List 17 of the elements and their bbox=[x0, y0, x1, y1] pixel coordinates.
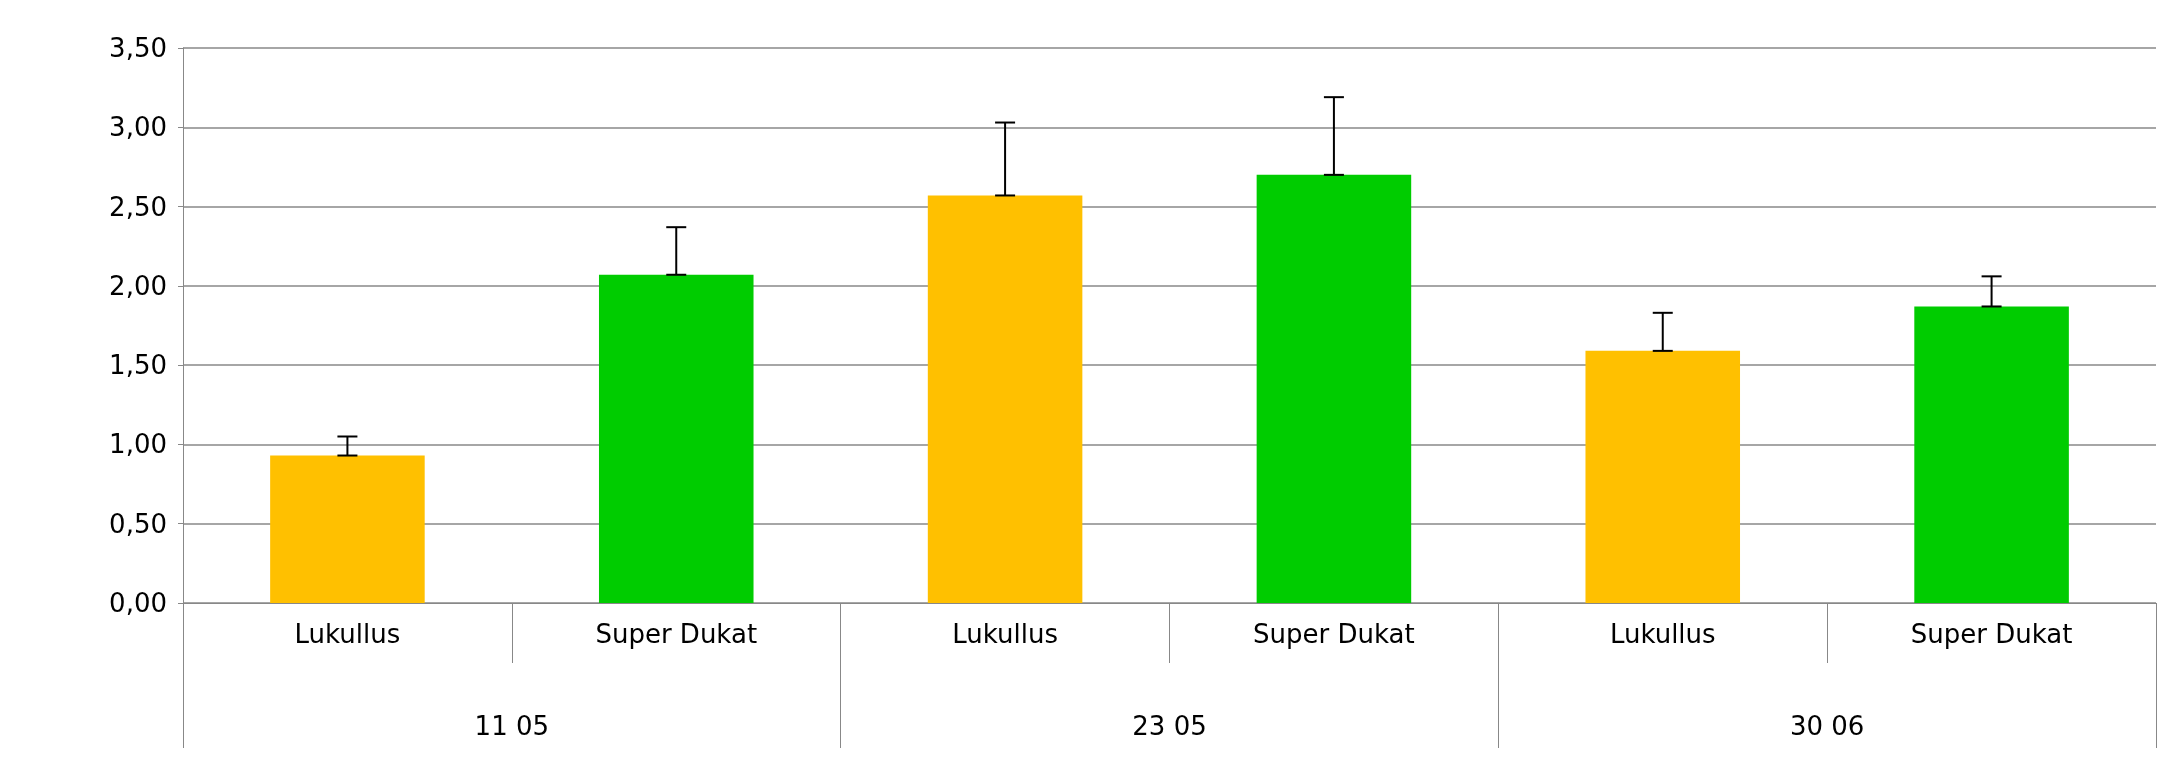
y-tick-label: 0,00 bbox=[109, 588, 167, 618]
y-tick-label: 3,00 bbox=[109, 112, 167, 143]
text: 30 06 bbox=[1789, 711, 1865, 741]
x-tick-label: Super Dukat bbox=[595, 619, 758, 649]
y-tick-label: 2,50 bbox=[109, 191, 167, 222]
y-tick-label: 3,50 bbox=[109, 33, 167, 63]
x-tick-label: Lukullus bbox=[952, 619, 1058, 649]
y-tick-label: 0,50 bbox=[109, 508, 167, 539]
y-tick-label: 1,50 bbox=[109, 350, 167, 381]
x-tick-label: Lukullus bbox=[1609, 619, 1716, 649]
x-tick-label: Super Dukat bbox=[1910, 619, 2073, 649]
y-tick-label: 2,00 bbox=[109, 270, 167, 301]
text: 23 05 bbox=[1132, 711, 1207, 741]
text: 11 05 bbox=[474, 711, 550, 741]
x-tick-label: Super Dukat bbox=[1253, 619, 1415, 649]
x-tick-label: Lukullus bbox=[294, 619, 401, 649]
y-tick-label: 1,00 bbox=[109, 429, 167, 460]
